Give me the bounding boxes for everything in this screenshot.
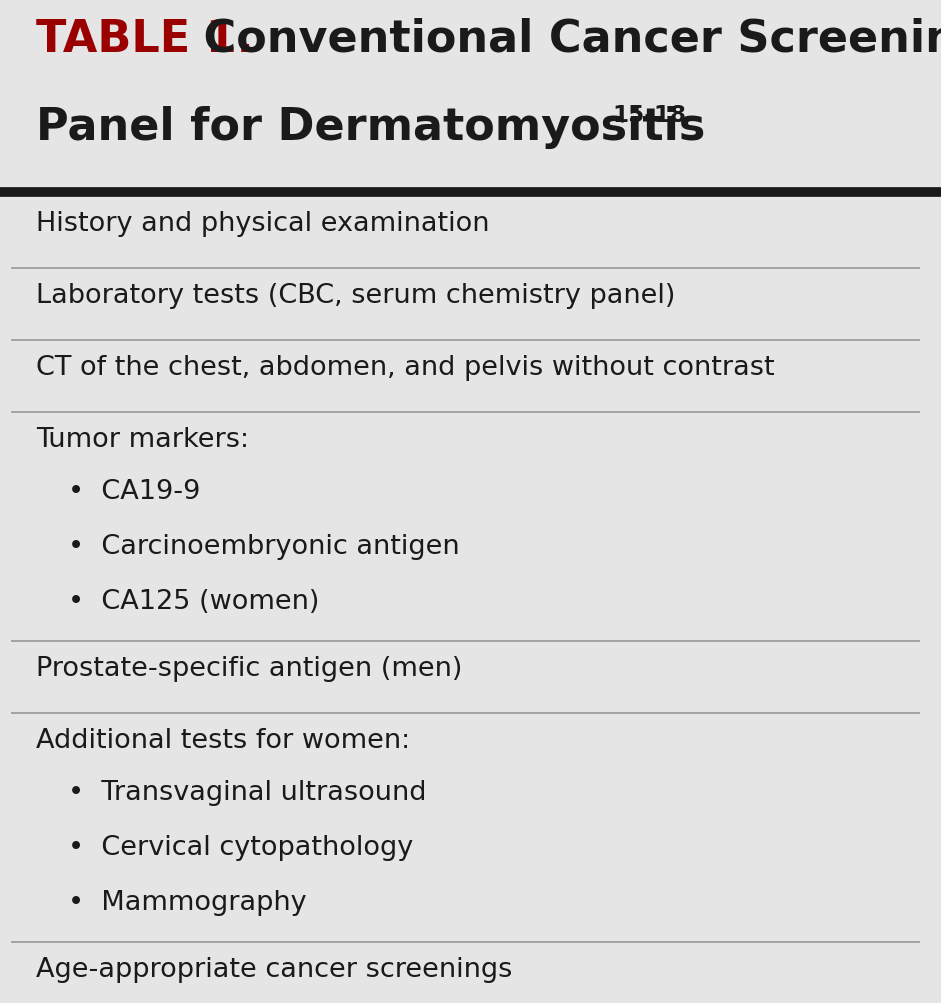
- Text: Laboratory tests (CBC, serum chemistry panel): Laboratory tests (CBC, serum chemistry p…: [36, 283, 675, 309]
- Text: •  Transvaginal ultrasound: • Transvaginal ultrasound: [68, 779, 426, 805]
- Text: 15-18: 15-18: [613, 104, 687, 126]
- Text: Panel for Dermatomyositis: Panel for Dermatomyositis: [36, 106, 705, 148]
- Text: •  CA19-9: • CA19-9: [68, 478, 200, 505]
- Text: Age-appropriate cancer screenings: Age-appropriate cancer screenings: [36, 956, 512, 982]
- Text: •  CA125 (women): • CA125 (women): [68, 589, 319, 615]
- Text: History and physical examination: History and physical examination: [36, 211, 489, 237]
- Text: TABLE 1.: TABLE 1.: [36, 18, 253, 61]
- Text: •  Cervical cytopathology: • Cervical cytopathology: [68, 834, 413, 861]
- Text: CT of the chest, abdomen, and pelvis without contrast: CT of the chest, abdomen, and pelvis wit…: [36, 355, 774, 380]
- Text: •  Carcinoembryonic antigen: • Carcinoembryonic antigen: [68, 534, 459, 560]
- Text: Tumor markers:: Tumor markers:: [36, 426, 248, 452]
- Text: Conventional Cancer Screening: Conventional Cancer Screening: [188, 18, 941, 61]
- Text: •  Mammography: • Mammography: [68, 889, 307, 915]
- Text: Prostate-specific antigen (men): Prostate-specific antigen (men): [36, 655, 462, 681]
- Text: Additional tests for women:: Additional tests for women:: [36, 727, 410, 753]
